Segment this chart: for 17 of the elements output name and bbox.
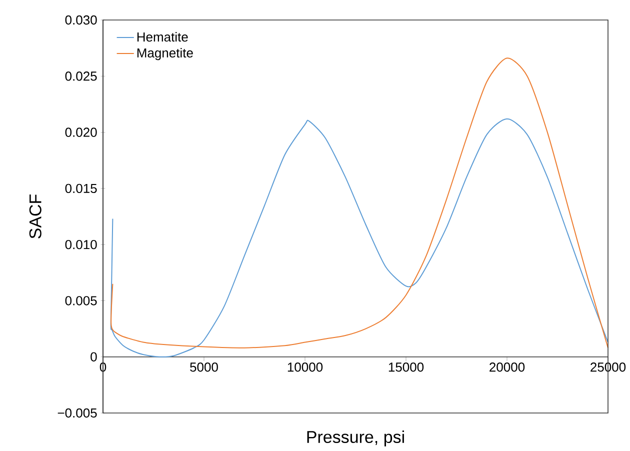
y-tick-label: 0 xyxy=(90,352,97,362)
y-tick-label: 0.015 xyxy=(65,184,97,194)
y-tick-label: 0.005 xyxy=(65,296,97,306)
x-tick-label: 20000 xyxy=(490,362,525,372)
x-tick-label: 15000 xyxy=(388,362,424,372)
y-axis-title: SACF xyxy=(29,194,42,238)
y-tick-label: 0.030 xyxy=(65,15,97,25)
y-tick-label: 0.025 xyxy=(65,72,97,81)
y-tick-label: 0.010 xyxy=(65,240,97,250)
x-axis-title: Pressure, psi xyxy=(307,430,404,446)
x-tick-label: 5000 xyxy=(190,362,218,372)
legend-label: Hematite xyxy=(137,32,188,42)
x-tick-label: 10000 xyxy=(288,362,323,372)
y-tick-label: −0.005 xyxy=(58,408,97,418)
y-tick-label: 0.020 xyxy=(65,128,97,137)
legend-label: Magnetite xyxy=(137,48,193,60)
line-series xyxy=(110,118,608,358)
